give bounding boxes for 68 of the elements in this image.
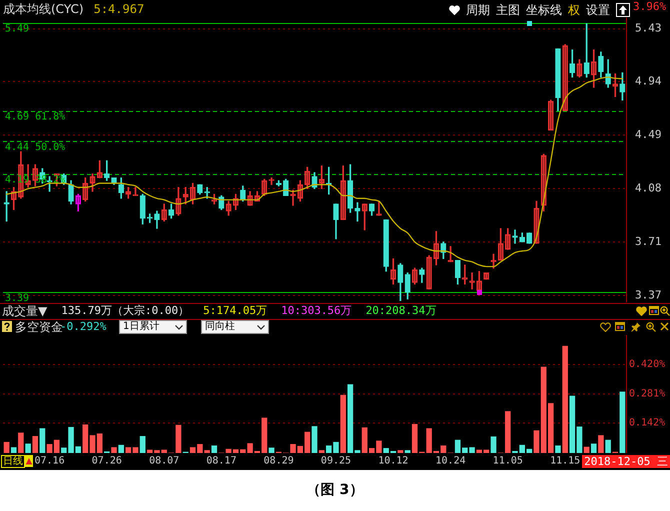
text: 3.96% bbox=[633, 0, 666, 13]
bar bbox=[398, 450, 404, 453]
bar bbox=[555, 446, 561, 453]
text: 成交量▼ bbox=[2, 304, 48, 318]
text: 设置 bbox=[586, 2, 610, 16]
chart-title: 成本均线(CYC) bbox=[3, 2, 84, 16]
y-tick-label: 3.71 bbox=[635, 234, 662, 248]
x-tick-label: 10.12 bbox=[378, 456, 408, 467]
dropdown-field: 1日累计 bbox=[119, 320, 187, 334]
y-tick-label: 5.43 bbox=[635, 22, 662, 35]
text: 10:303.56万 bbox=[281, 304, 352, 318]
bar bbox=[584, 446, 590, 453]
y-tick-label: 4.94 bbox=[635, 74, 662, 88]
ref-line-label: 4.44 50.0% bbox=[5, 142, 66, 154]
ref-line-label: 4.69 61.8% bbox=[5, 111, 66, 122]
candlestick bbox=[290, 190, 296, 206]
bar bbox=[18, 432, 24, 453]
ref-line-label: 5.49 bbox=[5, 23, 30, 34]
text: （图 3） bbox=[306, 482, 364, 498]
y-tick-label: 3.37 bbox=[635, 288, 662, 302]
x-tick-label: 09.25 bbox=[320, 456, 352, 467]
x-tick-label: 07.16 bbox=[34, 456, 65, 467]
bar bbox=[32, 436, 38, 453]
x-tick-label: 11.15 bbox=[550, 456, 580, 467]
y-tick-label: 0.281% bbox=[629, 388, 666, 400]
text: 20:208.34万 bbox=[366, 304, 436, 318]
bar bbox=[404, 450, 410, 453]
text: 坐标线 bbox=[526, 2, 562, 16]
bar bbox=[211, 446, 218, 453]
dropdown-field: 同向柱 bbox=[201, 320, 269, 334]
x-tick-label: 11.05 bbox=[492, 456, 523, 467]
text: 主图 bbox=[496, 2, 520, 16]
text: 5:174.05万 bbox=[203, 304, 268, 318]
x-tick-label: 08.17 bbox=[206, 456, 236, 467]
x-tick-label: 07.26 bbox=[92, 456, 122, 467]
bar bbox=[318, 450, 324, 453]
bar bbox=[111, 447, 117, 453]
text: 日线 bbox=[1, 455, 25, 468]
bar bbox=[605, 440, 611, 453]
text: 5:4.967 bbox=[94, 2, 144, 16]
ref-line-label: 3.39 bbox=[5, 292, 30, 304]
bar bbox=[4, 442, 10, 453]
bar bbox=[140, 436, 146, 453]
text: 135.79万（大宗:0.00） bbox=[61, 304, 190, 318]
bar bbox=[40, 428, 46, 453]
bar bbox=[10, 447, 17, 453]
bar bbox=[490, 436, 496, 453]
text: 权 bbox=[568, 2, 580, 16]
y-tick-label: 0.142% bbox=[629, 418, 666, 429]
bar bbox=[312, 426, 318, 453]
chart-title: 多空资金 bbox=[15, 320, 63, 334]
bar bbox=[590, 444, 597, 453]
text: 2018-12-05 三 bbox=[582, 455, 670, 468]
y-tick-label: 4.08 bbox=[635, 182, 662, 195]
y-tick-label: 4.49 bbox=[635, 128, 662, 142]
candlestick bbox=[354, 202, 360, 222]
bar bbox=[340, 394, 346, 453]
text: 周期 bbox=[466, 2, 490, 16]
x-tick-label: 10.24 bbox=[436, 456, 466, 467]
y-tick-label: 0.420% bbox=[629, 359, 666, 370]
x-tick-label: 08.07 bbox=[149, 456, 180, 467]
bar bbox=[118, 444, 124, 453]
bar bbox=[562, 346, 568, 453]
bar bbox=[620, 392, 626, 453]
bar bbox=[598, 435, 604, 453]
x-tick-label: 08.29 bbox=[264, 456, 294, 467]
bar bbox=[25, 444, 31, 453]
bar bbox=[268, 448, 274, 453]
